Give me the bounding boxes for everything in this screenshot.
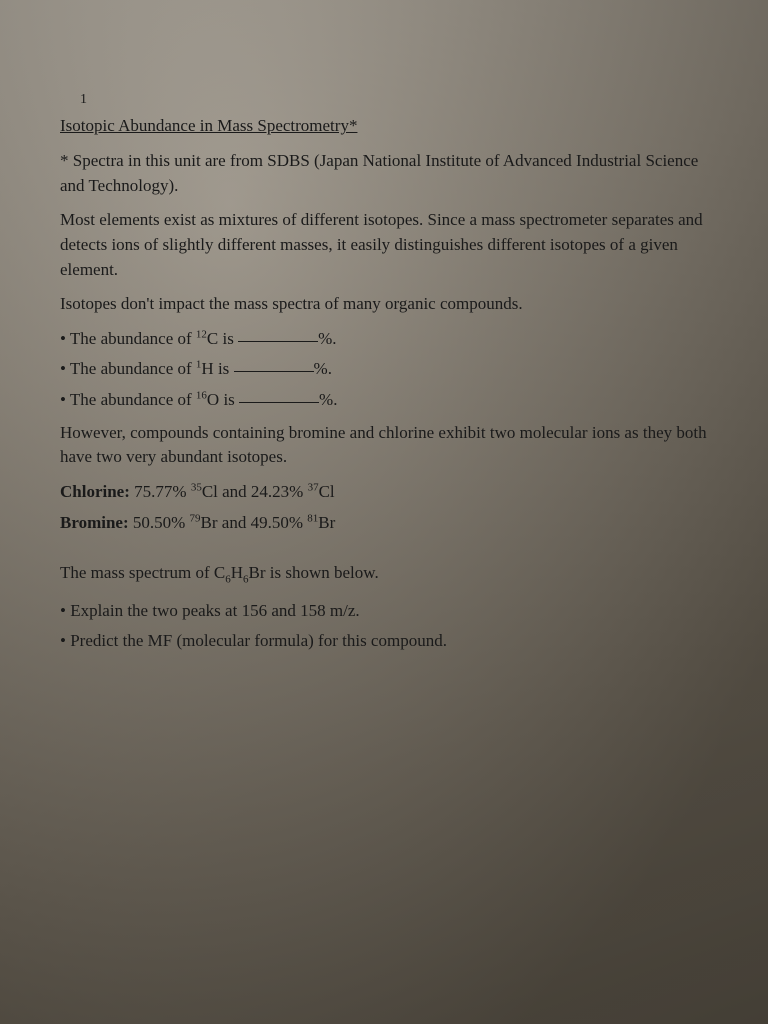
text: Cl and 24.23% — [202, 482, 308, 501]
text: %. — [314, 359, 332, 378]
text: O is — [207, 390, 239, 409]
abundance-c12: • The abundance of 12C is %. — [60, 327, 718, 352]
paragraph-however: However, compounds containing bromine an… — [60, 421, 718, 470]
document-title: Isotopic Abundance in Mass Spectrometry* — [60, 114, 718, 139]
blank-field — [238, 341, 318, 342]
blank-field — [234, 371, 314, 372]
superscript: 12 — [196, 328, 207, 340]
text: The mass spectrum of C — [60, 563, 225, 582]
question-2: • Predict the MF (molecular formula) for… — [60, 629, 718, 654]
blank-field — [239, 402, 319, 403]
text: • The abundance of — [60, 329, 196, 348]
paragraph-isotopes: Isotopes don't impact the mass spectra o… — [60, 292, 718, 317]
chlorine-label: Chlorine: — [60, 482, 130, 501]
page-number: 1 — [80, 90, 718, 110]
text: H — [231, 563, 243, 582]
text: Br and 49.50% — [201, 513, 308, 532]
chlorine-line: Chlorine: 75.77% 35Cl and 24.23% 37Cl — [60, 480, 718, 505]
text: • The abundance of — [60, 359, 196, 378]
text: Br — [318, 513, 335, 532]
bromine-label: Bromine: — [60, 513, 129, 532]
spectrum-intro: The mass spectrum of C6H6Br is shown bel… — [60, 561, 718, 588]
text: Br is shown below. — [249, 563, 379, 582]
bromine-line: Bromine: 50.50% 79Br and 49.50% 81Br — [60, 511, 718, 536]
text: 50.50% — [129, 513, 190, 532]
text: H is — [201, 359, 233, 378]
text: • The abundance of — [60, 390, 196, 409]
text: 75.77% — [130, 482, 191, 501]
text: %. — [319, 390, 337, 409]
abundance-h1: • The abundance of 1H is %. — [60, 357, 718, 382]
superscript: 35 — [191, 481, 202, 493]
text: C is — [207, 329, 238, 348]
superscript: 81 — [307, 512, 318, 524]
text: Cl — [319, 482, 335, 501]
superscript: 37 — [308, 481, 319, 493]
abundance-o16: • The abundance of 16O is %. — [60, 388, 718, 413]
paragraph-intro: Most elements exist as mixtures of diffe… — [60, 208, 718, 282]
question-1: • Explain the two peaks at 156 and 158 m… — [60, 599, 718, 624]
footnote: * Spectra in this unit are from SDBS (Ja… — [60, 149, 718, 198]
superscript: 16 — [196, 389, 207, 401]
text: %. — [318, 329, 336, 348]
superscript: 79 — [190, 512, 201, 524]
